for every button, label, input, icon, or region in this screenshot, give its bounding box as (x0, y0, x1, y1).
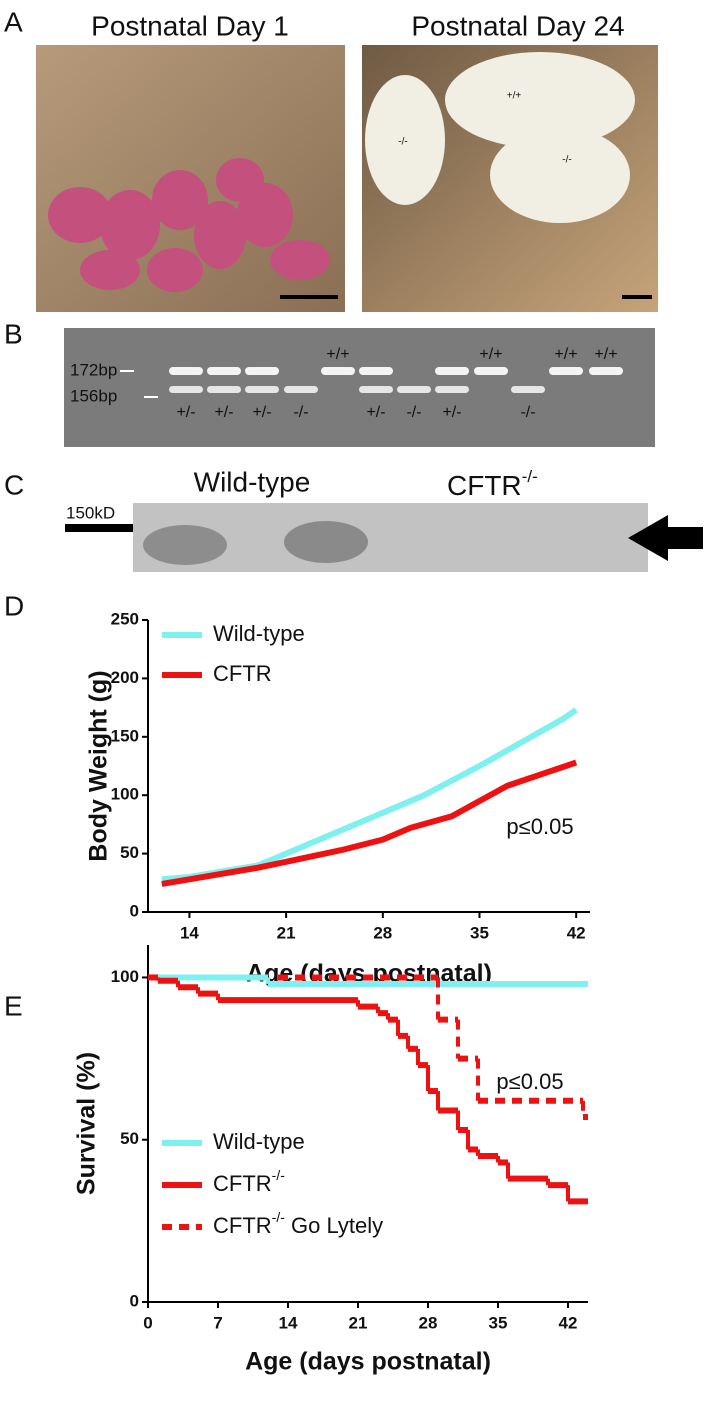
y-tick-label: 50 (120, 1129, 139, 1148)
x-tick-label: 35 (489, 1313, 508, 1332)
blot-band (284, 521, 368, 563)
genotype-label: +/- (176, 404, 195, 421)
x-tick-label: 42 (567, 923, 586, 942)
gel-band (435, 367, 469, 375)
series-line (161, 759, 578, 887)
genotype-label: -/- (406, 404, 421, 421)
legend-name: CFTR (213, 1171, 272, 1196)
group-label: CFTR-/- (447, 467, 538, 501)
legend-name: CFTR (213, 661, 272, 686)
genotype-label: +/- (366, 404, 385, 421)
genotype-label: +/+ (326, 346, 349, 363)
annotation: p≤0.05 (506, 814, 573, 839)
y-tick-label: 250 (111, 609, 139, 628)
gel-band (359, 367, 393, 375)
arrow (628, 515, 703, 561)
panel-label: D (4, 590, 24, 621)
y-axis-label: Body Weight (g) (85, 670, 113, 861)
y-tick-label: 100 (111, 967, 139, 986)
superscript: -/- (522, 467, 538, 486)
gel-band (245, 386, 279, 393)
group-label: CFTR (447, 470, 522, 501)
gel-band (549, 367, 583, 375)
genotype-label: +/- (442, 404, 461, 421)
rat-label: +/+ (507, 91, 522, 102)
gel (64, 328, 655, 447)
legend-superscript: -/- (272, 1209, 286, 1225)
y-axis-label: Survival (%) (73, 1052, 101, 1195)
x-tick-label: 42 (559, 1313, 578, 1332)
y-tick-label: 50 (120, 843, 139, 862)
legend-tail: Go Lytely (285, 1213, 383, 1238)
y-tick-label: 200 (111, 668, 139, 687)
genotype-label: -/- (293, 404, 308, 421)
x-tick-label: 28 (419, 1313, 438, 1332)
x-tick-label: 35 (470, 923, 489, 942)
rat-label: -/- (562, 155, 571, 166)
group-label: Wild-type (194, 466, 311, 497)
panel-label: B (4, 318, 23, 349)
gel-band (359, 386, 393, 393)
panel-label: C (4, 469, 24, 500)
marker-bar (65, 524, 133, 532)
legend-entry: Wild-type (213, 621, 305, 646)
photo-title: Postnatal Day 1 (91, 10, 289, 41)
gel-marker: 172bp (70, 360, 117, 379)
legend-entry: CFTR-/- Go Lytely (213, 1209, 383, 1238)
panel-label: A (4, 6, 23, 37)
genotype-label: +/+ (554, 346, 577, 363)
gel-marker: 156bp (70, 386, 117, 405)
blot-band (143, 525, 227, 565)
pups (48, 158, 330, 292)
x-tick-label: 21 (349, 1313, 368, 1332)
x-tick-label: 28 (373, 923, 392, 942)
legend-superscript: -/- (272, 1167, 286, 1183)
genotype-label: +/+ (479, 346, 502, 363)
gel-band (397, 386, 431, 393)
photo-title: Postnatal Day 24 (411, 10, 624, 41)
gel-band (589, 367, 623, 375)
annotation: p≤0.05 (496, 1069, 563, 1094)
rats (365, 52, 635, 223)
genotype-label: +/- (214, 404, 233, 421)
legend-name: CFTR (213, 1213, 272, 1238)
western-marker: 150kD (66, 503, 115, 522)
gel-band (245, 367, 279, 375)
genotype-label: +/+ (594, 346, 617, 363)
x-tick-label: 21 (277, 923, 296, 942)
legend-entry: Wild-type (213, 1129, 305, 1154)
x-tick-label: 14 (279, 1313, 298, 1332)
gel-band (284, 386, 318, 393)
legend-name: Wild-type (213, 621, 305, 646)
gel-band (169, 386, 203, 393)
gel-band (169, 367, 203, 375)
panel-label: E (4, 990, 23, 1021)
y-tick-label: 150 (111, 726, 139, 745)
x-axis-label: Age (days postnatal) (245, 1348, 491, 1376)
gel-band (207, 367, 241, 375)
y-tick-label: 100 (111, 785, 139, 804)
x-tick-label: 14 (180, 923, 199, 942)
legend-entry: CFTR (213, 661, 272, 686)
genotype-label: +/- (252, 404, 271, 421)
rat-label: -/- (398, 137, 407, 148)
x-tick-label: 7 (213, 1313, 222, 1332)
gel-band (435, 386, 469, 393)
legend-entry: CFTR-/- (213, 1167, 285, 1196)
y-tick-label: 0 (130, 901, 139, 920)
y-tick-label: 0 (130, 1291, 139, 1310)
x-tick-label: 0 (143, 1313, 152, 1332)
gel-band (321, 367, 355, 375)
genotype-label: -/- (520, 404, 535, 421)
legend-name: Wild-type (213, 1129, 305, 1154)
gel-band (474, 367, 508, 375)
gel-band (207, 386, 241, 393)
gel-band (511, 386, 545, 393)
